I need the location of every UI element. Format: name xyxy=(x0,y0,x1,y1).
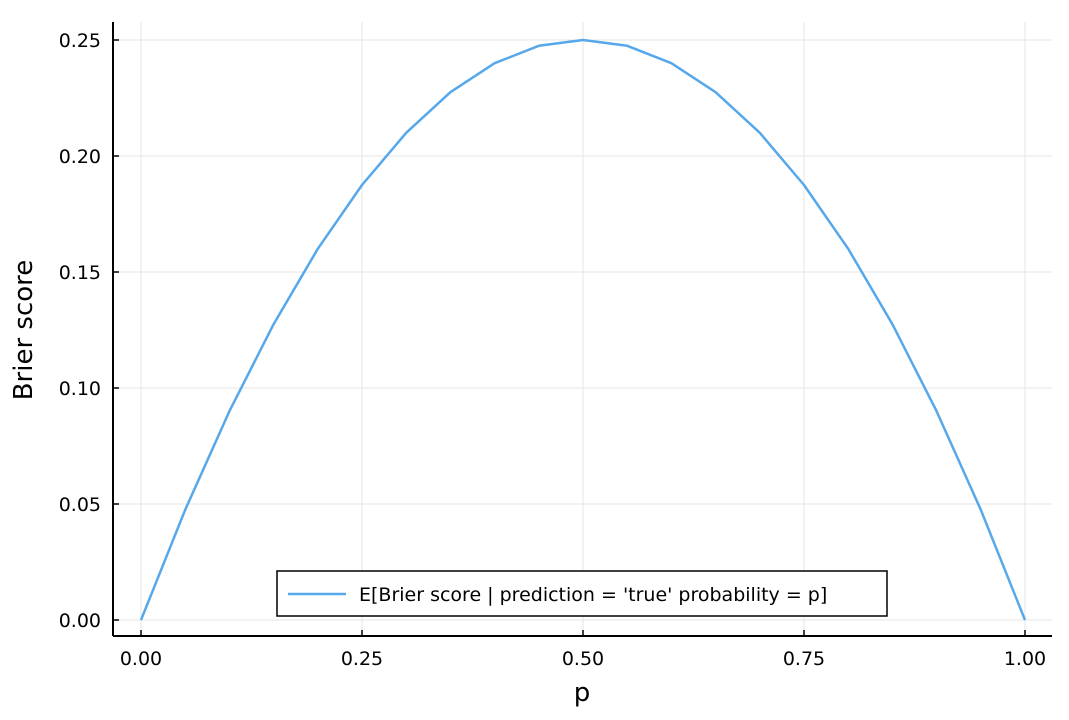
x-axis-ticks: 0.00 0.25 0.50 0.75 1.00 xyxy=(120,630,1046,670)
y-tick-label: 0.15 xyxy=(59,262,101,284)
y-tick-label: 0.25 xyxy=(59,30,101,52)
y-axis-ticks: 0.00 0.05 0.10 0.15 0.20 0.25 xyxy=(59,30,119,632)
y-tick-label: 0.00 xyxy=(59,610,101,632)
y-axis-label: Brier score xyxy=(9,260,39,401)
y-tick-label: 0.20 xyxy=(59,146,101,168)
x-tick-label: 0.75 xyxy=(783,648,825,670)
y-tick-label: 0.10 xyxy=(59,378,101,400)
x-gridlines xyxy=(140,22,1026,636)
series-line xyxy=(139,38,1027,621)
series-layer xyxy=(139,38,1027,621)
x-axis-label: p xyxy=(574,678,591,708)
legend-box xyxy=(276,570,888,617)
x-tick-label: 1.00 xyxy=(1004,648,1046,670)
x-tick-label: 0.00 xyxy=(120,648,162,670)
legend-entry-label: E[Brier score | prediction = 'true' prob… xyxy=(359,584,827,606)
x-tick-label: 0.25 xyxy=(341,648,383,670)
y-tick-label: 0.05 xyxy=(59,494,101,516)
x-tick-label: 0.50 xyxy=(562,648,604,670)
y-gridlines xyxy=(113,39,1052,621)
legend: E[Brier score | prediction = 'true' prob… xyxy=(276,570,888,617)
